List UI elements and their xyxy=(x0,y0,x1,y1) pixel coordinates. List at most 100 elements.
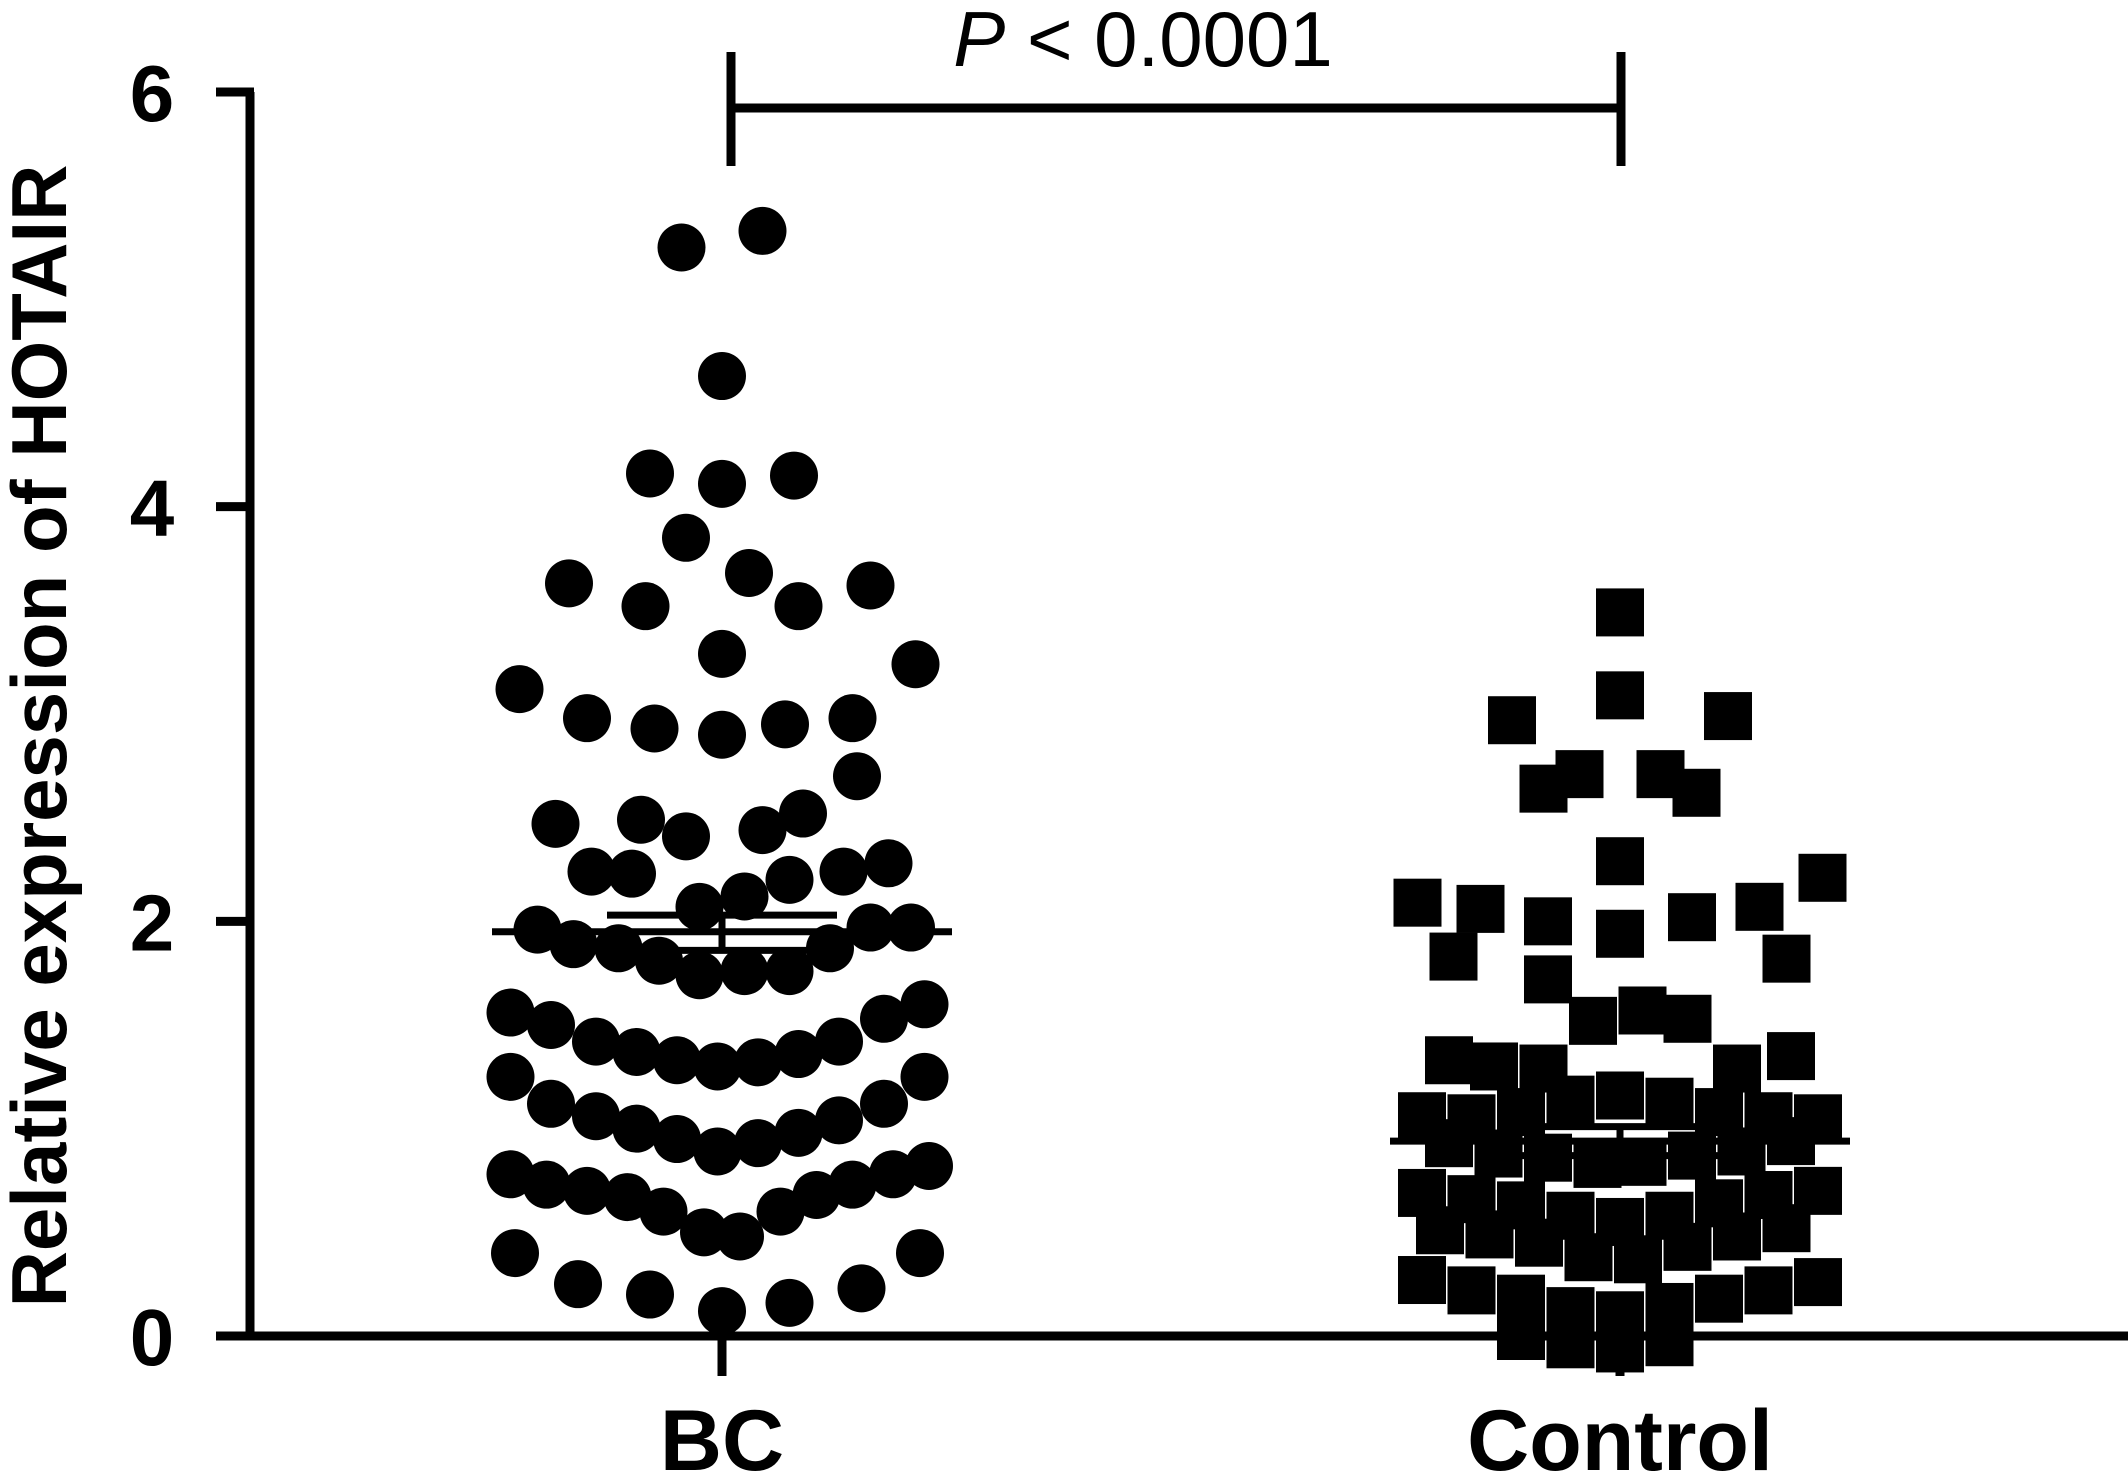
data-point-bc xyxy=(495,665,544,714)
data-point-control xyxy=(1488,696,1536,745)
data-point-control xyxy=(1645,1318,1694,1367)
data-point-control xyxy=(1393,878,1442,927)
data-point-bc xyxy=(860,994,908,1043)
data-point-bc xyxy=(738,806,787,855)
data-point-control xyxy=(1618,986,1667,1035)
data-point-bc xyxy=(653,1115,701,1164)
p-value-annotation: P < 0.0001 xyxy=(953,0,1333,83)
data-point-bc xyxy=(675,951,724,1000)
data-point-bc xyxy=(639,1187,688,1236)
data-point-bc xyxy=(833,752,881,801)
data-point-bc xyxy=(662,812,710,861)
data-point-bc xyxy=(572,1017,620,1066)
data-point-bc xyxy=(545,559,593,608)
data-point-control xyxy=(1695,1274,1743,1323)
data-point-bc xyxy=(567,847,616,896)
data-point-bc xyxy=(563,1166,611,1215)
data-point-control xyxy=(1713,1212,1761,1261)
data-point-bc xyxy=(837,1264,886,1313)
data-point-control xyxy=(1596,1324,1644,1373)
data-point-control xyxy=(1465,1210,1514,1259)
y-tick-label: 4 xyxy=(130,464,175,553)
data-point-bc xyxy=(693,1042,742,1091)
data-point-bc xyxy=(531,799,580,848)
plot-frame xyxy=(245,92,2128,1341)
data-point-bc xyxy=(720,947,769,996)
data-point-control xyxy=(1497,1312,1545,1360)
data-point-bc xyxy=(698,629,746,678)
y-tick-label: 0 xyxy=(130,1293,175,1382)
data-point-bc xyxy=(765,855,814,904)
x-axis-ticks: BC Control xyxy=(660,1336,1773,1476)
data-point-bc xyxy=(900,980,949,1029)
data-point-control xyxy=(1447,1266,1496,1315)
significance-bracket xyxy=(726,52,1626,166)
data-point-bc xyxy=(486,988,535,1037)
data-point-control xyxy=(1596,909,1644,958)
data-point-control xyxy=(1573,1139,1622,1188)
p-value-text: < 0.0001 xyxy=(1005,0,1332,83)
data-point-control xyxy=(1798,853,1847,902)
data-point-bc xyxy=(549,920,598,969)
data-point-bc xyxy=(720,872,769,921)
data-point-bc xyxy=(846,903,895,952)
data-point-control xyxy=(1717,1127,1766,1176)
data-point-bc xyxy=(491,1229,539,1278)
data-point-bc xyxy=(612,1027,661,1076)
data-point-bc xyxy=(815,1096,863,1145)
data-point-bc xyxy=(887,903,935,952)
data-point-bc xyxy=(680,1208,728,1257)
data-point-bc xyxy=(860,1079,908,1128)
data-point-bc xyxy=(891,640,940,689)
data-point-bc xyxy=(603,1173,652,1222)
data-point-bc xyxy=(756,1187,805,1236)
data-point-control xyxy=(1794,1258,1842,1307)
data-point-bc xyxy=(522,1160,571,1209)
data-point-bc xyxy=(815,1017,863,1066)
data-point-control xyxy=(1762,1204,1811,1253)
data-point-control xyxy=(1618,1137,1667,1186)
mean-sem-bars xyxy=(492,911,1850,1160)
data-point-control xyxy=(1767,1032,1815,1081)
data-point-bc xyxy=(792,1171,841,1220)
data-point-bc xyxy=(693,1127,742,1176)
data-point-bc xyxy=(716,1212,764,1261)
data-point-control xyxy=(1456,884,1505,933)
data-point-control xyxy=(1713,1044,1761,1093)
data-point-bc xyxy=(819,847,868,896)
data-point-bc xyxy=(698,352,746,401)
category-label-bc: BC xyxy=(660,1393,784,1476)
data-point-bc xyxy=(626,449,674,498)
category-label-control: Control xyxy=(1467,1393,1773,1476)
data-point-control xyxy=(1668,893,1716,942)
y-axis-title: Relative expression of HOTAIR xyxy=(0,165,83,1308)
data-point-bc xyxy=(675,882,724,931)
data-point-bc xyxy=(698,710,746,759)
data-point-bc xyxy=(774,582,823,631)
data-point-control xyxy=(1663,1222,1712,1271)
data-point-bc xyxy=(725,549,773,598)
data-point-control xyxy=(1429,932,1478,981)
data-point-control xyxy=(1524,955,1572,1004)
data-point-bc xyxy=(486,1052,535,1101)
data-point-bc xyxy=(608,849,656,898)
data-point-bc xyxy=(734,1119,782,1168)
data-point-control xyxy=(1564,1233,1613,1282)
data-point-bc xyxy=(828,694,877,743)
data-point-control xyxy=(1519,764,1568,813)
data-point-control xyxy=(1663,994,1712,1043)
data-point-bc xyxy=(657,223,706,272)
y-tick-label: 2 xyxy=(130,878,175,967)
data-point-bc xyxy=(828,1160,877,1209)
data-point-bc xyxy=(527,1079,575,1128)
data-point-bc xyxy=(846,561,895,610)
data-point-bc xyxy=(900,1052,949,1101)
data-point-control xyxy=(1614,1235,1662,1284)
data-point-control xyxy=(1735,882,1784,931)
data-point-control xyxy=(1524,897,1572,946)
data-point-bc xyxy=(486,1150,535,1199)
data-point-control xyxy=(1596,671,1644,720)
data-point-bc xyxy=(770,451,818,500)
data-point-bc xyxy=(765,947,814,996)
